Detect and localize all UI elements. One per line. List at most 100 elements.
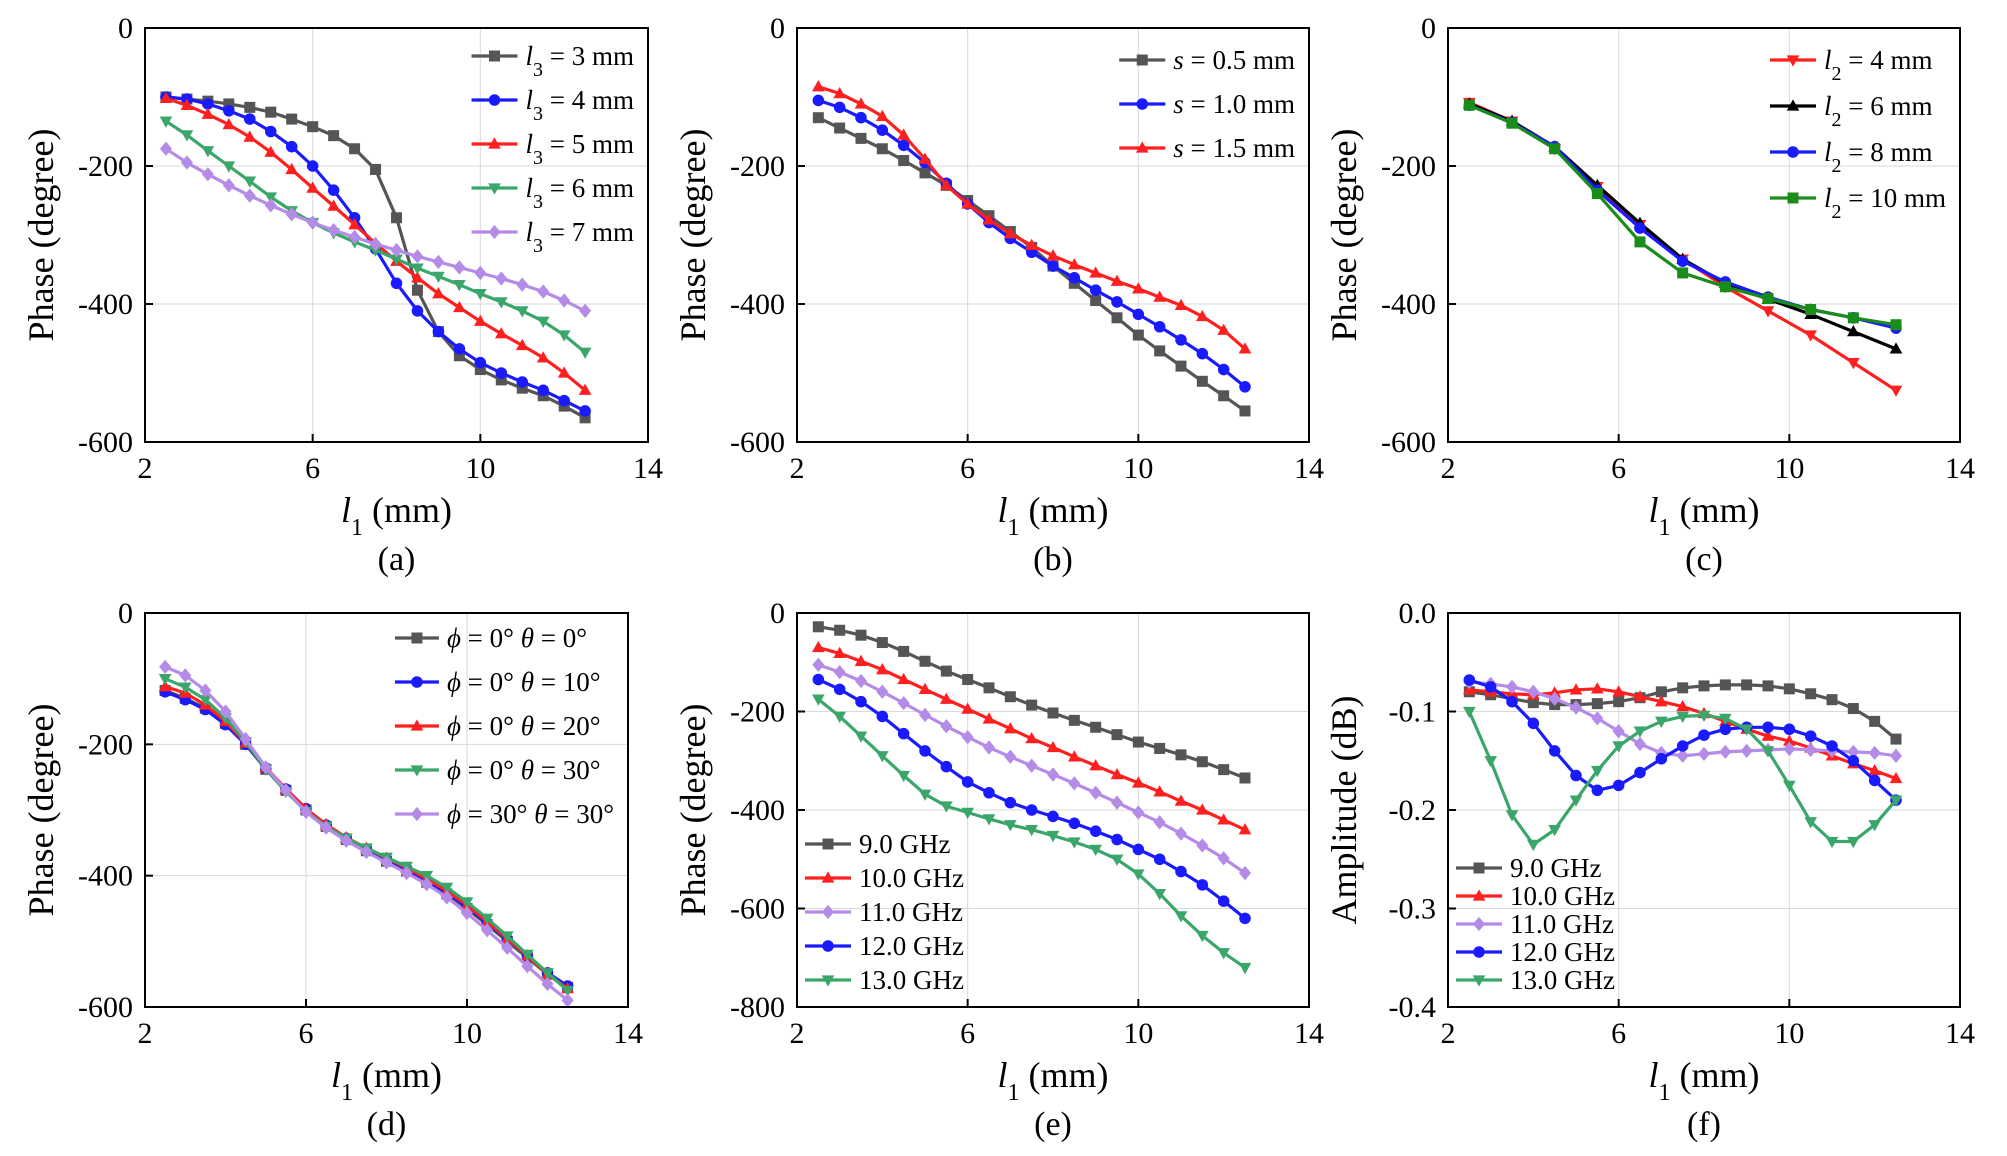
data-point: [1484, 756, 1497, 768]
legend-item: l3 = 4 mm: [471, 85, 634, 125]
data-point: [1762, 292, 1774, 304]
data-point: [1634, 222, 1646, 234]
legend-swatch-marker: [821, 975, 835, 987]
panel-e: 2 6 10 14 0 -200 -400 -600 -800 9.0 GHz 10.0 GHz 11…: [673, 597, 1324, 1143]
data-point: [812, 621, 824, 633]
data-point: [432, 325, 445, 338]
data-point: [1804, 330, 1817, 342]
data-point: [1238, 342, 1252, 354]
data-point: [1783, 723, 1796, 736]
data-point: [1025, 731, 1038, 744]
data-point: [1217, 948, 1230, 960]
data-point: [918, 152, 932, 164]
data-point: [1761, 746, 1775, 758]
data-point: [202, 98, 214, 110]
data-point: [1697, 746, 1711, 762]
data-point: [812, 694, 825, 706]
legend-label: 9.0 GHz: [859, 829, 950, 859]
data-point: [1847, 312, 1859, 324]
data-point: [1090, 295, 1102, 307]
data-point: [1719, 713, 1732, 725]
data-point: [1868, 745, 1881, 761]
data-point: [1506, 695, 1518, 708]
legend-item: 13.0 GHz: [805, 965, 964, 995]
legend-swatch-marker: [1472, 975, 1486, 987]
data-point: [1889, 748, 1903, 763]
y-tick-label: -400: [78, 288, 133, 321]
plot-frame: [796, 612, 1310, 1008]
data-point: [1527, 697, 1539, 709]
y-axis-label: Phase (degree): [673, 704, 713, 917]
series-line: [1467, 710, 1898, 847]
data-point: [453, 300, 466, 313]
y-tick-label: -200: [730, 150, 785, 183]
data-point: [1068, 776, 1081, 791]
x-tick-label: 2: [1441, 1017, 1456, 1050]
data-point: [1463, 706, 1476, 719]
data-point: [812, 640, 825, 653]
legend-item: l3 = 7 mm: [471, 217, 634, 257]
data-point: [1175, 749, 1187, 761]
y-tick-label: -600: [1381, 426, 1436, 459]
data-point: [1826, 740, 1838, 752]
data-point: [1783, 780, 1796, 792]
data-point: [320, 820, 333, 835]
panel-label: (e): [1034, 1106, 1072, 1143]
legend-item: ϕ = 0° θ = 20°: [394, 711, 601, 741]
legend-item: 9.0 GHz: [805, 829, 950, 859]
data-point: [1761, 729, 1775, 741]
legend-label: ϕ = 30° θ = 30°: [447, 799, 614, 829]
data-point: [982, 740, 996, 755]
data-point: [541, 968, 554, 980]
data-point: [1174, 911, 1188, 923]
legend: ϕ = 0° θ = 0° ϕ = 0° θ = 10° ϕ = 0° θ = 20…: [394, 623, 614, 829]
series-c-3: [1463, 99, 1902, 331]
x-tick-label: 10: [465, 452, 495, 485]
data-point: [1090, 721, 1102, 733]
data-point: [833, 683, 846, 696]
data-point: [411, 271, 424, 283]
x-axis-label: l1 (mm): [998, 490, 1109, 541]
data-point: [201, 146, 215, 158]
data-point: [1196, 347, 1209, 360]
data-point: [1111, 296, 1123, 308]
x-tick-label: 14: [633, 452, 663, 485]
y-tick-label: 0: [1421, 12, 1436, 45]
y-tick-label: -0.1: [1389, 696, 1437, 729]
x-axis-label: l1 (mm): [341, 490, 452, 541]
data-point: [1762, 721, 1774, 734]
data-point: [855, 629, 867, 641]
data-point: [306, 181, 319, 193]
legend-item: s = 1.5 mm: [1119, 133, 1295, 163]
data-point: [1719, 744, 1732, 760]
data-point: [1868, 820, 1881, 832]
data-point: [1132, 282, 1145, 294]
data-point: [1068, 258, 1081, 270]
data-point: [1591, 682, 1604, 694]
data-point: [1805, 688, 1817, 700]
data-point: [1047, 810, 1059, 823]
data-point: [982, 712, 996, 724]
legend-swatch-marker: [488, 224, 501, 240]
x-tick-label: 6: [305, 452, 320, 485]
data-point: [1132, 805, 1145, 820]
data-point: [1004, 796, 1017, 809]
data-point: [1111, 833, 1123, 846]
data-point: [876, 684, 889, 699]
data-point: [961, 197, 974, 209]
data-point: [222, 161, 236, 173]
data-point: [1238, 823, 1252, 835]
data-point: [854, 673, 868, 689]
data-point: [1463, 99, 1475, 111]
data-point: [1591, 765, 1604, 778]
data-point: [1089, 844, 1102, 856]
data-point: [1570, 769, 1582, 782]
data-point: [1046, 767, 1060, 782]
data-point: [480, 913, 494, 925]
data-point: [179, 668, 192, 683]
x-tick-label: 6: [1611, 1017, 1626, 1050]
data-point: [1175, 360, 1187, 372]
data-point: [440, 882, 454, 895]
data-point: [1068, 837, 1081, 849]
data-point: [1569, 795, 1583, 807]
